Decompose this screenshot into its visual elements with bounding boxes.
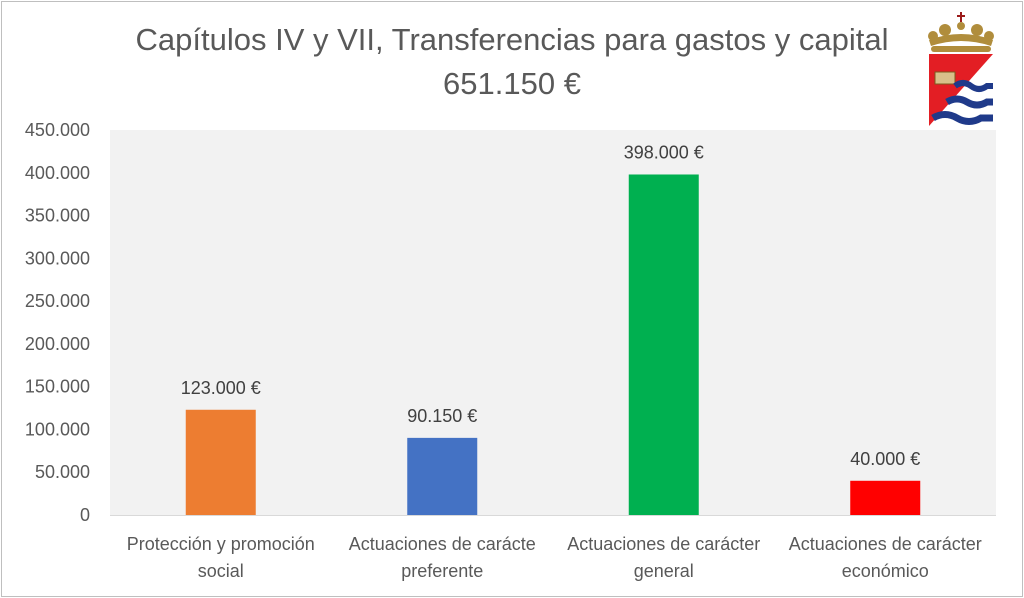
municipal-coat-of-arms-icon (925, 10, 997, 128)
y-tick-label: 100.000 (25, 419, 90, 439)
data-label: 40.000 € (850, 449, 920, 469)
data-label: 123.000 € (181, 378, 261, 398)
x-category-label: general (634, 561, 694, 581)
chart-subtitle: 651.150 € (443, 66, 581, 101)
y-tick-label: 400.000 (25, 163, 90, 183)
x-axis: Protección y promoción social Actuaciones … (110, 515, 996, 581)
data-label: 90.150 € (407, 406, 477, 426)
y-tick-label: 200.000 (25, 334, 90, 354)
y-tick-label: 450.000 (25, 120, 90, 140)
data-label: 398.000 € (624, 142, 704, 162)
y-tick-label: 250.000 (25, 291, 90, 311)
x-category-label: Actuaciones de carácter (789, 534, 982, 554)
chart-title-block: Capítulos IV y VII, Transferencias para … (0, 18, 1024, 106)
y-tick-label: 350.000 (25, 206, 90, 226)
crown-icon (928, 12, 994, 52)
y-tick-label: 150.000 (25, 377, 90, 397)
bar (407, 437, 478, 515)
x-category-label: Actuaciones de carácter (567, 534, 760, 554)
bar (185, 409, 256, 515)
x-category-label: social (198, 561, 244, 581)
y-axis: 0 50.000 100.000 150.000 200.000 250.000 300.0… (25, 120, 90, 525)
chart-title: Capítulos IV y VII, Transferencias para … (135, 22, 889, 57)
y-tick-label: 0 (80, 505, 90, 525)
bar (850, 480, 921, 515)
shield-icon (929, 54, 993, 126)
x-category-label: preferente (401, 561, 483, 581)
x-category-label: Actuaciones de carácte (349, 534, 536, 554)
plot-area (110, 130, 996, 515)
y-tick-label: 300.000 (25, 248, 90, 268)
x-category-label: económico (842, 561, 929, 581)
bars (185, 174, 921, 515)
y-tick-label: 50.000 (35, 462, 90, 482)
x-category-label: Protección y promoción (127, 534, 315, 554)
bar (628, 174, 699, 515)
data-labels: 123.000 € 90.150 € 398.000 € 40.000 € (181, 142, 921, 468)
